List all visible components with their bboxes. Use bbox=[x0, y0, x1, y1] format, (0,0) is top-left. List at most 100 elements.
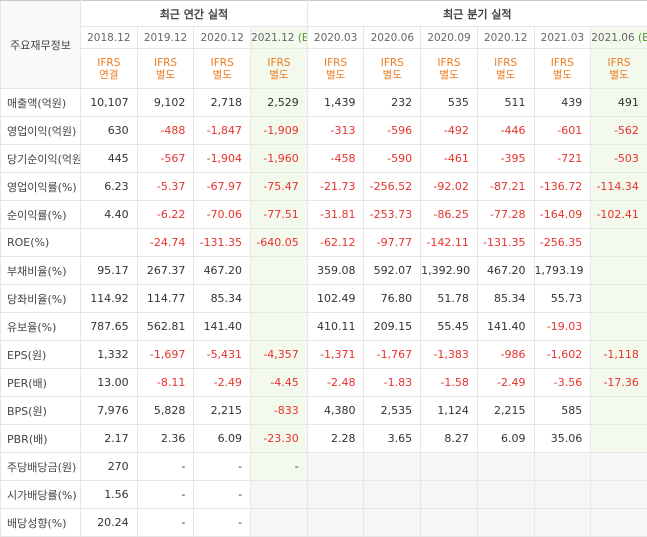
period-header: 2021.06 (E) bbox=[590, 26, 647, 49]
empty-cell bbox=[590, 424, 647, 453]
empty-cell bbox=[533, 452, 592, 481]
value-cell: -4,357 bbox=[250, 340, 308, 369]
empty-cell bbox=[363, 480, 422, 509]
value-cell: -4.45 bbox=[250, 368, 308, 397]
row-label: 주당배당금(원) bbox=[0, 452, 81, 481]
estimate-mark: (E) bbox=[637, 31, 646, 44]
period-header: 2020.09 bbox=[420, 26, 478, 49]
value-cell: -461 bbox=[420, 144, 478, 173]
value-cell: 13.00 bbox=[80, 368, 138, 397]
value-cell: -488 bbox=[136, 116, 195, 145]
row-label: 당좌비율(%) bbox=[0, 284, 81, 313]
empty-cell bbox=[590, 480, 647, 509]
data-row: 순이익률(%) 4.40 -6.22 -70.06 -77.51 -31.81 -253.7… bbox=[0, 200, 647, 229]
basis-text: 별도 bbox=[496, 68, 516, 81]
value-cell: 10,107 bbox=[80, 88, 138, 117]
value-cell: 491 bbox=[590, 88, 647, 117]
value-cell: 562.81 bbox=[136, 312, 195, 341]
value-cell: -131.35 bbox=[476, 228, 535, 257]
basis-text: 별도 bbox=[212, 68, 232, 81]
data-row: 당좌비율(%) 114.92 114.77 85.34 102.49 76.80 51.78… bbox=[0, 284, 647, 313]
value-cell: -131.35 bbox=[193, 228, 252, 257]
empty-cell bbox=[476, 452, 535, 481]
row-label: 영업이익률(%) bbox=[0, 172, 81, 201]
basis-text: 별도 bbox=[552, 68, 573, 81]
empty-cell bbox=[476, 480, 535, 509]
value-cell: 7,976 bbox=[80, 396, 138, 425]
value-cell: - bbox=[193, 452, 252, 481]
value-cell: 1,392.90 bbox=[420, 256, 478, 285]
value-cell: -31.81 bbox=[306, 200, 365, 229]
row-label: 순이익률(%) bbox=[0, 200, 81, 229]
value-cell: -1,697 bbox=[136, 340, 195, 369]
data-row: 영업이익률(%) 6.23 -5.37 -67.97 -75.47 -21.73 -256.… bbox=[0, 172, 647, 201]
period-date: 2020.03 bbox=[313, 31, 358, 44]
data-row: 주당배당금(원) 270- - - bbox=[0, 452, 647, 481]
basis-text: IFRS bbox=[437, 56, 461, 69]
value-cell: 76.80 bbox=[363, 284, 422, 313]
data-row: ROE(%) -24.74 -131.35 -640.05 -62.12 -97.77 -1… bbox=[0, 228, 647, 257]
value-cell: 20.24 bbox=[80, 508, 138, 537]
basis-header: IFRS 별도 bbox=[136, 48, 195, 89]
value-cell: 2,529 bbox=[250, 88, 308, 117]
empty-cell bbox=[250, 508, 308, 537]
value-cell: -24.74 bbox=[136, 228, 195, 257]
period-date: 2020.06 bbox=[370, 31, 414, 44]
value-cell: 4,380 bbox=[306, 396, 365, 425]
value-cell: 1,124 bbox=[420, 396, 478, 425]
value-cell: 2.36 bbox=[136, 424, 195, 453]
value-cell: -986 bbox=[476, 340, 535, 369]
empty-cell bbox=[533, 508, 592, 537]
section-header: 최근 분기 실적 bbox=[306, 0, 647, 27]
basis-header: IFRS 별도 bbox=[420, 48, 478, 89]
empty-cell bbox=[590, 256, 647, 285]
row-label: 매출액(억원) bbox=[0, 88, 81, 117]
value-cell: -833 bbox=[250, 396, 308, 425]
period-header: 2018.12 bbox=[80, 26, 138, 49]
data-row: EPS(원) 1,332 -1,697 -5,431 -4,357 -1,371 -1,76… bbox=[0, 340, 647, 369]
basis-header: IFRS 별도 bbox=[250, 48, 308, 89]
value-cell: -596 bbox=[363, 116, 422, 145]
period-header: 2020.12 bbox=[476, 26, 535, 49]
period-header: 2021.12 (E) bbox=[250, 26, 308, 49]
value-cell: 51.78 bbox=[420, 284, 478, 313]
value-cell: - bbox=[136, 480, 195, 509]
value-cell: -2.49 bbox=[476, 368, 535, 397]
value-cell: 1,439 bbox=[306, 88, 365, 117]
basis-text: 연결 bbox=[99, 68, 119, 81]
empty-cell bbox=[590, 396, 647, 425]
estimate-mark: (E) bbox=[297, 31, 306, 44]
value-cell: 535 bbox=[420, 88, 478, 117]
period-header: 2020.03 bbox=[306, 26, 365, 49]
value-cell: -77.51 bbox=[250, 200, 308, 229]
value-cell: -75.47 bbox=[250, 172, 308, 201]
value-cell: - bbox=[136, 508, 195, 537]
value-cell: 2,535 bbox=[363, 396, 422, 425]
value-cell: 5,828 bbox=[136, 396, 195, 425]
header-row: 주요재무정보 최근 연간 실적 최근 분기 실적 bbox=[0, 0, 647, 89]
row-label: 부채비율(%) bbox=[0, 256, 81, 285]
value-cell: -601 bbox=[533, 116, 592, 145]
empty-cell bbox=[590, 228, 647, 257]
empty-cell bbox=[250, 312, 308, 341]
period-date: 2021.12 bbox=[251, 31, 295, 44]
empty-cell bbox=[590, 284, 647, 313]
data-row: BPS(원) 7,976 5,828 2,215 -833 4,380 2,535 1,124… bbox=[0, 396, 647, 425]
value-cell: -640.05 bbox=[250, 228, 308, 257]
basis-text: IFRS bbox=[380, 56, 404, 69]
value-cell: -114.34 bbox=[590, 172, 647, 201]
value-cell: 2,718 bbox=[193, 88, 252, 117]
value-cell: -5.37 bbox=[136, 172, 195, 201]
value-cell: -86.25 bbox=[420, 200, 478, 229]
empty-cell bbox=[590, 312, 647, 341]
value-cell: 445 bbox=[80, 144, 138, 173]
basis-text: 별도 bbox=[382, 68, 402, 81]
empty-cell bbox=[306, 480, 365, 509]
period-date: 2018.12 bbox=[87, 31, 131, 44]
period-date: 2019.12 bbox=[143, 31, 188, 44]
value-cell: -492 bbox=[420, 116, 478, 145]
period-header: 2020.12 bbox=[193, 26, 252, 49]
value-cell: 270 bbox=[80, 452, 138, 481]
empty-cell bbox=[476, 508, 535, 537]
